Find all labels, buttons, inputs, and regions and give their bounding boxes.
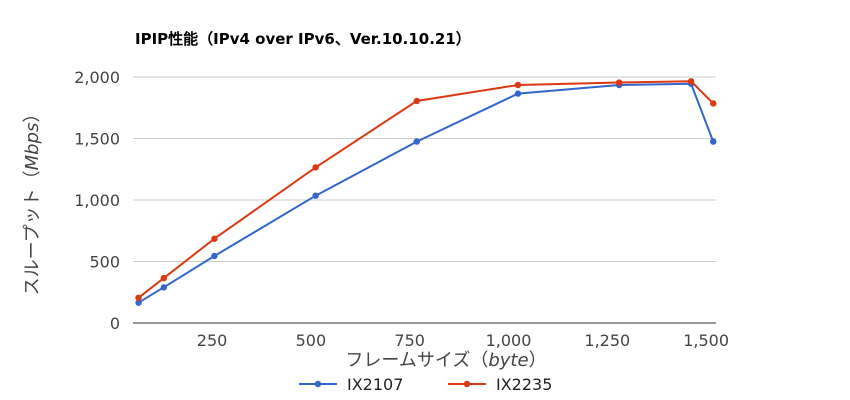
data-point-ix2235 (135, 294, 142, 301)
tick-labels: 0 500 1,000 1,500 2,000 250 500 750 1,000 1,250 1,… (74, 68, 729, 350)
data-point-ix2235 (615, 79, 623, 86)
x-tick-label: 750 (394, 331, 425, 350)
y-tick-label: 0 (110, 314, 120, 333)
x-axis-title: フレームサイズ（byte） (345, 350, 546, 371)
legend: IX2107 IX2235 (299, 375, 552, 394)
legend-label-ix2107: IX2107 (347, 375, 403, 394)
data-point-ix2235 (413, 97, 420, 105)
series-line-ix2235 (137, 80, 714, 299)
legend-label-ix2235: IX2235 (496, 375, 552, 394)
x-tick-label: 250 (197, 331, 228, 350)
data-point-ix2235 (514, 81, 522, 89)
data-point-ix2107 (413, 138, 420, 145)
x-tick-label: 1,250 (584, 331, 630, 350)
data-point-ix2107 (211, 252, 218, 260)
plot-area (135, 78, 717, 306)
x-tick-label: 1,000 (486, 331, 532, 350)
y-axis-title: スループット（Mbps） (22, 105, 43, 296)
data-point-ix2107 (160, 284, 168, 291)
y-tick-label: 500 (89, 253, 120, 272)
data-point-ix2107 (135, 299, 142, 306)
x-tick-label: 1,500 (683, 331, 729, 350)
data-point-ix2235 (160, 274, 168, 282)
data-point-ix2107 (710, 138, 717, 145)
data-point-ix2235 (211, 235, 218, 242)
chart-title: IPIP性能（IPv4 over IPv6、Ver.10.10.21） (135, 30, 471, 48)
legend-marker-ix2107 (314, 380, 322, 388)
y-tick-label: 1,500 (74, 130, 120, 149)
data-point-ix2235 (312, 164, 319, 171)
data-point-ix2235 (687, 78, 695, 85)
x-tick-label: 500 (296, 331, 327, 350)
data-point-ix2235 (710, 100, 717, 107)
series-line-ix2107 (137, 82, 715, 304)
data-point-ix2107 (514, 90, 522, 97)
y-tick-label: 1,000 (74, 191, 120, 210)
y-tick-label: 2,000 (74, 68, 120, 87)
legend-marker-ix2235 (463, 380, 471, 388)
data-point-ix2107 (312, 192, 319, 199)
